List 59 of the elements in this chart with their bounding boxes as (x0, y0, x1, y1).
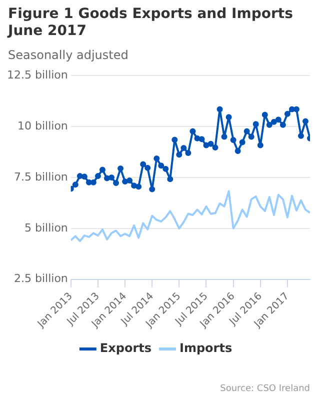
point (216, 106, 223, 112)
point (122, 178, 128, 185)
point (198, 136, 205, 142)
point (226, 114, 232, 120)
point (172, 136, 178, 143)
point (144, 164, 151, 171)
point (298, 132, 304, 139)
point (244, 128, 250, 134)
point (194, 135, 200, 142)
y-tick-label: 2.5 billion (14, 272, 68, 286)
point (131, 182, 138, 189)
point (208, 140, 214, 147)
point (239, 139, 246, 146)
point (275, 116, 282, 123)
y-tick-label: 12.5 billion (6, 68, 68, 82)
point (113, 180, 120, 186)
point (180, 144, 187, 151)
point (302, 118, 308, 124)
point (94, 173, 101, 180)
point (86, 179, 92, 186)
y-tick-label: 5 billion (24, 221, 68, 234)
legend-label: Exports (100, 341, 152, 356)
point (72, 182, 78, 188)
point (266, 122, 272, 128)
point (203, 142, 210, 148)
point (280, 122, 286, 128)
point (99, 166, 106, 173)
point (108, 174, 114, 180)
point (248, 134, 254, 140)
chart-title: Figure 1 Goods Exports and Imports June 2017 (8, 6, 294, 40)
point (212, 144, 218, 151)
y-tick-label: 7.5 billion (14, 170, 68, 184)
point (167, 176, 174, 182)
point (176, 152, 182, 158)
legend-label: Imports (179, 341, 232, 356)
source-note: Source: CSO Ireland (220, 384, 310, 394)
point (136, 184, 142, 190)
point (257, 142, 264, 148)
point (190, 128, 196, 134)
point (262, 112, 268, 118)
chart-subtitle: Seasonally adjusted (8, 48, 128, 62)
point (288, 106, 295, 112)
point (234, 148, 241, 154)
point (270, 118, 277, 125)
point (185, 150, 192, 156)
point (252, 121, 259, 128)
point (140, 161, 146, 168)
point (154, 156, 160, 162)
point (149, 186, 156, 192)
point (230, 136, 236, 143)
point (221, 134, 228, 140)
point (162, 166, 169, 172)
point (81, 174, 88, 180)
point (126, 178, 133, 184)
point (158, 162, 164, 169)
point (76, 173, 83, 180)
y-tick-label: 10 billion (17, 119, 68, 132)
point (104, 175, 110, 182)
point (284, 110, 290, 117)
